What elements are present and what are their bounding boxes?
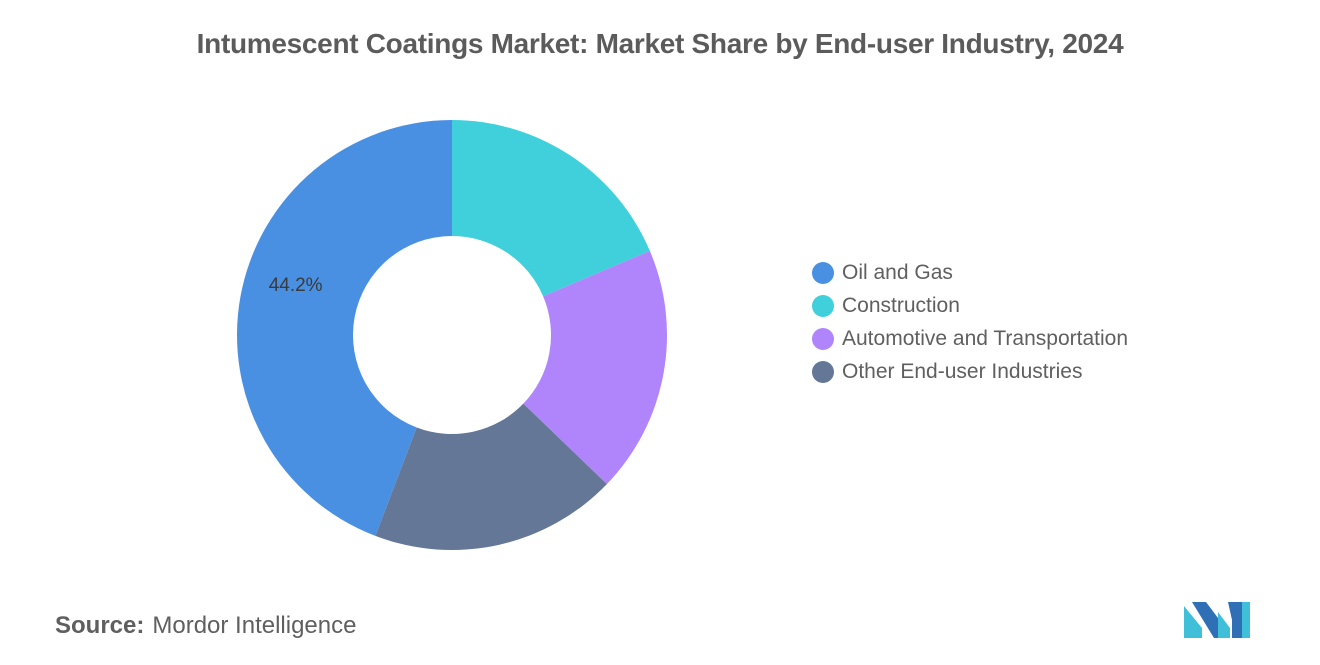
legend-swatch — [812, 360, 834, 383]
donut-slice-automotive-and-transportation — [523, 250, 667, 485]
donut-slice-oil-and-gas — [237, 120, 452, 536]
legend-label: Oil and Gas — [842, 260, 953, 284]
legend-swatch — [812, 327, 834, 350]
source-text: Mordor Intelligence — [152, 612, 357, 639]
legend-item: Automotive and Transportation — [812, 322, 1128, 355]
legend-swatch — [812, 261, 834, 284]
legend-item: Construction — [812, 289, 1128, 322]
donut-slice-other-end-user-industries — [375, 403, 607, 550]
chart-title: Intumescent Coatings Market: Market Shar… — [196, 28, 1124, 59]
chart-legend: Oil and Gas Construction Automotive and Tr… — [812, 256, 1128, 388]
donut-slice-construction — [452, 120, 650, 297]
legend-swatch — [812, 294, 834, 317]
legend-label: Construction — [842, 293, 960, 317]
source-label: Source: — [55, 612, 145, 639]
source-note: Source: Mordor Intelligence — [55, 612, 356, 640]
legend-item: Oil and Gas — [812, 256, 1128, 289]
mordor-intelligence-logo-icon — [1184, 602, 1250, 638]
data-label: 44.2% — [269, 275, 323, 296]
legend-label: Automotive and Transportation — [842, 326, 1129, 350]
legend-item: Other End-user Industries — [812, 355, 1128, 388]
legend-label: Other End-user Industries — [842, 359, 1083, 383]
